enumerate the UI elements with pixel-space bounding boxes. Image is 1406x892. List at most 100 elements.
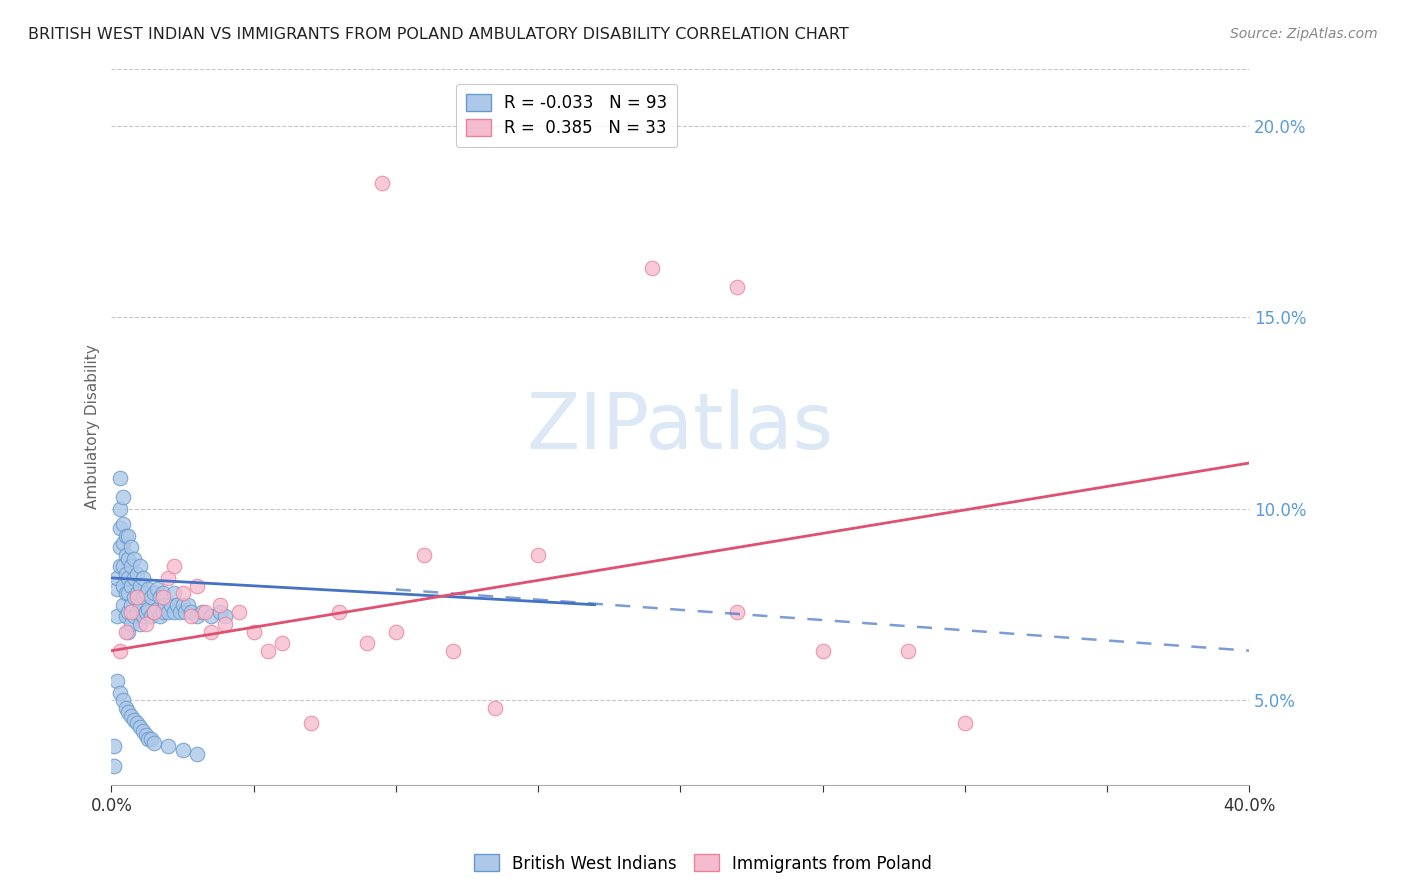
Point bbox=[125, 606, 148, 620]
Point bbox=[152, 590, 174, 604]
Y-axis label: Ambulatory Disability: Ambulatory Disability bbox=[86, 344, 100, 509]
Point bbox=[141, 609, 163, 624]
Point bbox=[108, 643, 131, 657]
Point bbox=[114, 609, 136, 624]
Point bbox=[208, 598, 231, 612]
Point bbox=[117, 586, 139, 600]
Point bbox=[114, 624, 136, 639]
Point bbox=[120, 559, 142, 574]
Point bbox=[200, 609, 222, 624]
Point bbox=[111, 598, 134, 612]
Point bbox=[194, 606, 217, 620]
Point bbox=[122, 590, 145, 604]
Point bbox=[725, 280, 748, 294]
Point bbox=[111, 491, 134, 505]
Point bbox=[135, 616, 157, 631]
Point bbox=[117, 571, 139, 585]
Point bbox=[117, 624, 139, 639]
Point bbox=[441, 643, 464, 657]
Point bbox=[117, 606, 139, 620]
Point bbox=[163, 559, 186, 574]
Point bbox=[128, 559, 150, 574]
Point bbox=[328, 606, 350, 620]
Point bbox=[117, 551, 139, 566]
Point bbox=[122, 551, 145, 566]
Point bbox=[953, 716, 976, 731]
Point bbox=[146, 582, 169, 597]
Point bbox=[163, 586, 186, 600]
Point bbox=[125, 567, 148, 582]
Text: Source: ZipAtlas.com: Source: ZipAtlas.com bbox=[1230, 27, 1378, 41]
Point bbox=[103, 739, 125, 754]
Point bbox=[105, 571, 128, 585]
Point bbox=[172, 743, 194, 757]
Point bbox=[177, 598, 200, 612]
Point bbox=[169, 606, 191, 620]
Point bbox=[641, 260, 664, 275]
Point bbox=[271, 636, 294, 650]
Point bbox=[163, 606, 186, 620]
Point bbox=[114, 567, 136, 582]
Point bbox=[214, 616, 236, 631]
Point bbox=[108, 541, 131, 555]
Text: ZIPatlas: ZIPatlas bbox=[527, 389, 834, 465]
Point bbox=[897, 643, 920, 657]
Point bbox=[114, 586, 136, 600]
Point bbox=[131, 609, 153, 624]
Point bbox=[180, 606, 202, 620]
Point bbox=[122, 571, 145, 585]
Point bbox=[138, 601, 160, 615]
Point bbox=[141, 731, 163, 746]
Point bbox=[120, 578, 142, 592]
Point bbox=[114, 548, 136, 562]
Point bbox=[143, 606, 166, 620]
Point bbox=[108, 686, 131, 700]
Point bbox=[122, 609, 145, 624]
Point bbox=[242, 624, 264, 639]
Point bbox=[299, 716, 322, 731]
Point bbox=[105, 582, 128, 597]
Point bbox=[120, 598, 142, 612]
Point bbox=[114, 701, 136, 715]
Point bbox=[143, 606, 166, 620]
Point bbox=[117, 529, 139, 543]
Point bbox=[120, 606, 142, 620]
Point bbox=[120, 708, 142, 723]
Point bbox=[131, 590, 153, 604]
Point bbox=[257, 643, 280, 657]
Point bbox=[152, 586, 174, 600]
Legend: British West Indians, Immigrants from Poland: British West Indians, Immigrants from Po… bbox=[467, 847, 939, 880]
Point bbox=[138, 731, 160, 746]
Point bbox=[143, 736, 166, 750]
Point bbox=[146, 601, 169, 615]
Point bbox=[105, 674, 128, 689]
Point bbox=[108, 471, 131, 485]
Point bbox=[128, 578, 150, 592]
Point bbox=[172, 598, 194, 612]
Point bbox=[128, 720, 150, 734]
Point bbox=[149, 590, 172, 604]
Legend: R = -0.033   N = 93, R =  0.385   N = 33: R = -0.033 N = 93, R = 0.385 N = 33 bbox=[456, 84, 678, 147]
Point bbox=[180, 609, 202, 624]
Point bbox=[111, 536, 134, 550]
Point bbox=[484, 701, 506, 715]
Point bbox=[131, 724, 153, 739]
Point bbox=[105, 609, 128, 624]
Point bbox=[138, 582, 160, 597]
Point bbox=[172, 586, 194, 600]
Point bbox=[186, 578, 208, 592]
Point bbox=[527, 548, 550, 562]
Point bbox=[111, 559, 134, 574]
Point bbox=[131, 571, 153, 585]
Point bbox=[108, 559, 131, 574]
Point bbox=[125, 590, 148, 604]
Point bbox=[166, 598, 188, 612]
Point bbox=[191, 606, 214, 620]
Point bbox=[200, 624, 222, 639]
Point bbox=[135, 606, 157, 620]
Point bbox=[128, 598, 150, 612]
Point bbox=[111, 578, 134, 592]
Point bbox=[174, 606, 197, 620]
Point bbox=[103, 758, 125, 772]
Point bbox=[125, 716, 148, 731]
